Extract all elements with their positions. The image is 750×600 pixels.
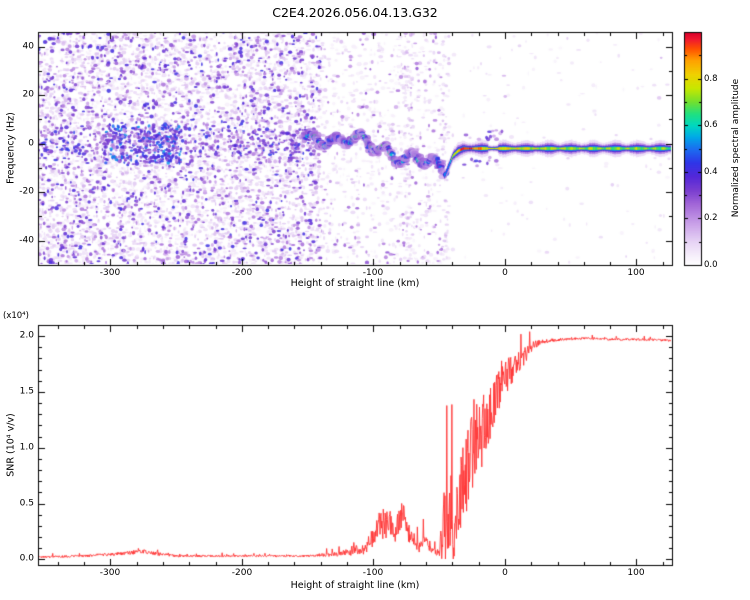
figure: C2E4.2026.056.04.13.G32 Frequency (Hz) H… <box>0 0 750 600</box>
figure-canvas <box>0 0 750 600</box>
